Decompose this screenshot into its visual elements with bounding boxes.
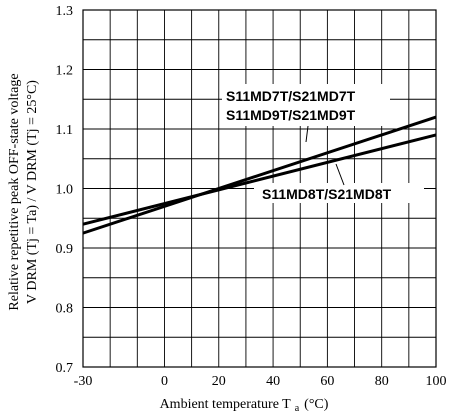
x-tick-label: 40	[266, 374, 280, 389]
y-tick-label: 1.1	[56, 123, 74, 138]
y-axis-label-line2: V DRM (Tj = Ta) / V DRM (Tj = 25°C)	[25, 80, 40, 304]
series-label-a-line1: S11MD7T/S21MD7T	[226, 88, 356, 104]
series-lines	[82, 115, 437, 235]
x-tick-label: 20	[212, 374, 226, 389]
series-label-b-leader	[335, 163, 345, 186]
series-label-a: S11MD7T/S21MD7T S11MD9T/S21MD9T	[222, 84, 390, 126]
series-label-a-line2: S11MD9T/S21MD9T	[226, 107, 356, 123]
series-label-b: S11MD8T/S21MD8T	[254, 183, 424, 203]
y-tick-labels: 0.7 0.8 0.9 1.0 1.1 1.2 1.3	[56, 4, 74, 376]
y-tick-label: 0.9	[56, 242, 74, 257]
y-tick-label: 0.8	[56, 302, 74, 317]
y-axis-label-line1: Relative repetitive peak OFF-state volta…	[7, 73, 22, 310]
y-tick-label: 1.3	[56, 4, 74, 19]
x-tick-label: 60	[320, 374, 334, 389]
plot-frame	[82, 9, 437, 368]
series-label-a-leader	[305, 125, 309, 143]
x-tick-label: 100	[426, 374, 447, 389]
x-tick-label: -30	[74, 374, 93, 389]
x-tick-labels: -30 0 20 40 60 80 100	[74, 374, 447, 389]
series-line-1	[82, 115, 437, 235]
y-tick-label: 1.0	[56, 183, 74, 198]
x-tick-label: 0	[161, 374, 168, 389]
series-line-2	[82, 133, 437, 226]
x-tick-label: 80	[375, 374, 389, 389]
y-tick-label: 0.7	[56, 361, 74, 376]
y-tick-label: 1.2	[56, 64, 74, 79]
series-label-b-text: S11MD8T/S21MD8T	[262, 186, 392, 202]
